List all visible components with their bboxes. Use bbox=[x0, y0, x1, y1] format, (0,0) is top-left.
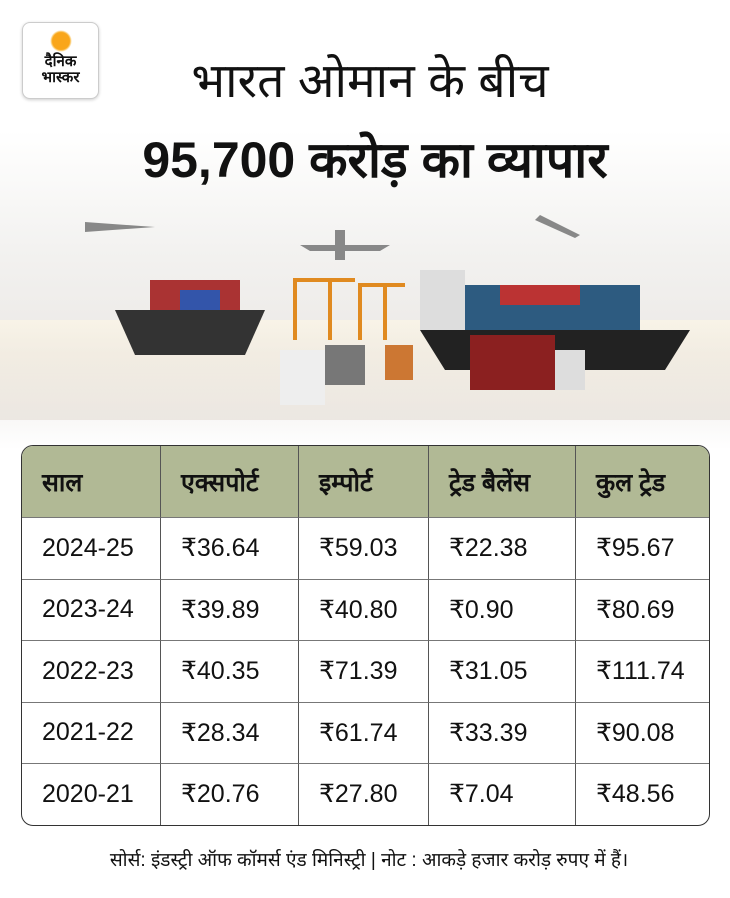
header-trade-balance: ट्रेड बैलेंस bbox=[429, 446, 576, 517]
truck-icon bbox=[280, 335, 585, 405]
cell-export: ₹39.89 bbox=[161, 578, 299, 640]
trade-illustration bbox=[0, 215, 730, 420]
header-total-trade: कुल ट्रेड bbox=[576, 446, 709, 517]
table-row: 2022-23 ₹40.35 ₹71.39 ₹31.05 ₹111.74 bbox=[22, 640, 709, 702]
table-row: 2023-24 ₹39.89 ₹40.80 ₹0.90 ₹80.69 bbox=[22, 578, 709, 641]
header-year: साल bbox=[22, 446, 161, 517]
cell-total-trade: ₹90.08 bbox=[576, 701, 709, 764]
airplane-icon bbox=[85, 215, 580, 260]
logo-line2: भास्कर bbox=[41, 69, 80, 86]
cell-import: ₹59.03 bbox=[299, 517, 429, 579]
logo-line1: दैनिक bbox=[44, 53, 77, 70]
trade-table: साल एक्सपोर्ट इम्पोर्ट ट्रेड बैलेंस कुल … bbox=[21, 445, 710, 826]
cell-trade-balance: ₹7.04 bbox=[429, 763, 576, 825]
cell-import: ₹40.80 bbox=[299, 578, 429, 640]
cell-year: 2021-22 bbox=[22, 701, 161, 763]
table-row: 2020-21 ₹20.76 ₹27.80 ₹7.04 ₹48.56 bbox=[22, 763, 709, 825]
cell-total-trade: ₹95.67 bbox=[576, 517, 709, 579]
cell-trade-balance: ₹33.39 bbox=[429, 701, 576, 763]
cell-export: ₹20.76 bbox=[161, 763, 299, 825]
table-row: 2021-22 ₹28.34 ₹61.74 ₹33.39 ₹90.08 bbox=[22, 701, 709, 764]
table-row: 2024-25 ₹36.64 ₹59.03 ₹22.38 ₹95.67 bbox=[22, 517, 709, 579]
title-line1: भारत ओमान के बीच bbox=[191, 55, 549, 108]
table-header-row: साल एक्सपोर्ट इम्पोर्ट ट्रेड बैलेंस कुल … bbox=[22, 446, 709, 517]
cell-export: ₹36.64 bbox=[161, 517, 299, 579]
cell-export: ₹40.35 bbox=[161, 640, 299, 702]
title-line2: 95,700 करोड़ का व्यापार bbox=[142, 132, 608, 188]
cranes bbox=[293, 278, 405, 340]
cell-year: 2024-25 bbox=[22, 517, 161, 579]
cell-total-trade: ₹111.74 bbox=[576, 640, 709, 702]
ship-left bbox=[115, 280, 265, 355]
header-import: इम्पोर्ट bbox=[299, 446, 429, 517]
cell-total-trade: ₹80.69 bbox=[576, 578, 709, 641]
cell-trade-balance: ₹31.05 bbox=[429, 640, 576, 702]
cell-total-trade: ₹48.56 bbox=[576, 763, 709, 825]
cell-year: 2020-21 bbox=[22, 763, 161, 825]
sun-icon bbox=[49, 30, 72, 52]
cell-import: ₹27.80 bbox=[299, 763, 429, 825]
cell-year: 2023-24 bbox=[22, 578, 161, 640]
source-note: सोर्स: इंडस्ट्री ऑफ कॉमर्स एंड मिनिस्ट्र… bbox=[109, 850, 629, 871]
cell-trade-balance: ₹0.90 bbox=[429, 578, 576, 640]
cell-import: ₹61.74 bbox=[299, 701, 429, 763]
cell-trade-balance: ₹22.38 bbox=[429, 517, 576, 579]
header-export: एक्सपोर्ट bbox=[161, 446, 299, 517]
cell-year: 2022-23 bbox=[22, 640, 161, 702]
cell-export: ₹28.34 bbox=[161, 701, 299, 763]
dainik-bhaskar-logo: दैनिक भास्कर bbox=[22, 22, 99, 99]
cell-import: ₹71.39 bbox=[299, 640, 429, 702]
